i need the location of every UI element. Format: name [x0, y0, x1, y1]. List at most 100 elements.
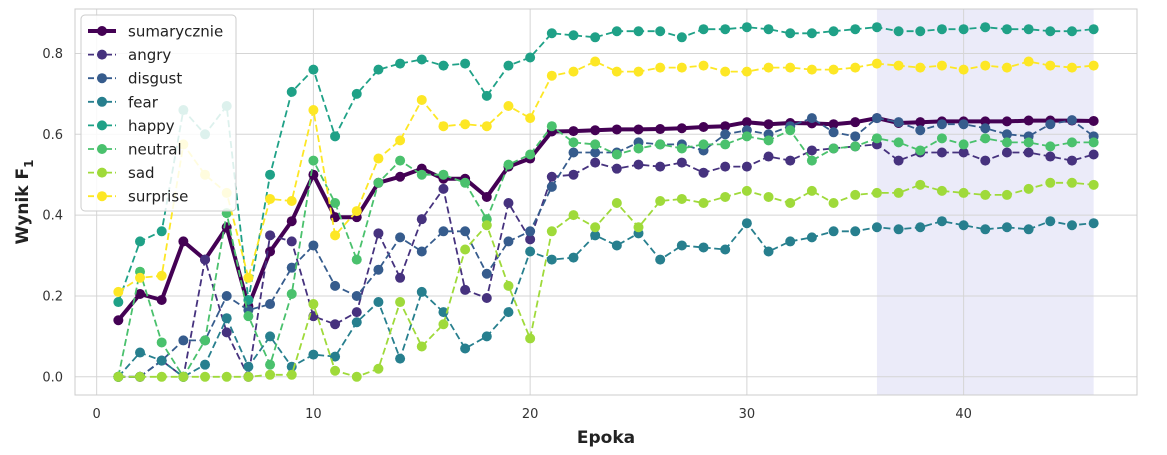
data-point-angry: [1088, 149, 1099, 160]
data-point-disgust: [980, 123, 991, 134]
data-point-sumarycznie: [395, 171, 406, 182]
series-line-neutral: [117, 125, 1094, 378]
data-point-happy: [416, 54, 427, 65]
data-point-fear: [156, 355, 167, 366]
y-axis-title-main: Wynik F: [13, 168, 33, 245]
data-point-neutral: [871, 133, 882, 144]
data-point-fear: [871, 222, 882, 233]
data-point-surprise: [698, 60, 709, 71]
data-point-happy: [763, 24, 774, 35]
data-point-sumarycznie: [568, 126, 579, 137]
data-point-sumarycznie: [611, 124, 622, 135]
legend-item-sad: sad: [88, 164, 155, 182]
data-point-sumarycznie: [113, 315, 124, 326]
data-point-fear: [785, 236, 796, 247]
legend-marker: [97, 26, 107, 36]
data-point-fear: [438, 307, 449, 318]
data-point-sad: [871, 187, 882, 198]
data-point-sad: [200, 371, 211, 382]
data-point-sad: [135, 371, 146, 382]
data-point-sad: [611, 198, 622, 209]
data-point-happy: [676, 32, 687, 43]
data-point-angry: [763, 151, 774, 162]
data-point-happy: [785, 28, 796, 39]
data-point-sad: [113, 371, 124, 382]
data-point-surprise: [395, 135, 406, 146]
data-point-angry: [720, 161, 731, 172]
data-point-sad: [525, 333, 536, 344]
data-point-angry: [373, 228, 384, 239]
data-point-sad: [373, 363, 384, 374]
data-point-fear: [330, 351, 341, 362]
data-point-sad: [741, 185, 752, 196]
data-point-angry: [958, 147, 969, 158]
grid-layer: [75, 9, 1137, 395]
data-point-happy: [113, 297, 124, 308]
data-point-happy: [286, 86, 297, 97]
data-point-angry: [893, 155, 904, 166]
data-point-angry: [503, 198, 514, 209]
legend-marker: [97, 96, 107, 107]
data-point-neutral: [243, 311, 254, 322]
data-point-angry: [741, 161, 752, 172]
data-point-disgust: [308, 240, 319, 251]
data-point-fear: [308, 349, 319, 360]
data-point-sumarycznie: [850, 117, 861, 128]
data-point-happy: [633, 26, 644, 37]
data-point-surprise: [1023, 56, 1034, 67]
data-point-happy: [546, 28, 557, 39]
data-point-sad: [1001, 189, 1012, 200]
data-point-happy: [720, 24, 731, 35]
data-point-surprise: [958, 64, 969, 75]
legend-item-neutral: neutral: [88, 141, 182, 159]
data-point-neutral: [156, 337, 167, 348]
data-point-sad: [1088, 179, 1099, 190]
data-point-happy: [936, 24, 947, 35]
data-point-sumarycznie: [156, 295, 167, 306]
legend-marker: [97, 73, 107, 84]
data-point-sumarycznie: [720, 121, 731, 132]
y-tick-label: 0.4: [42, 209, 63, 224]
data-point-surprise: [720, 66, 731, 77]
data-point-sad: [1045, 177, 1056, 188]
data-point-happy: [330, 131, 341, 142]
data-point-sad: [785, 198, 796, 209]
data-point-surprise: [503, 101, 514, 112]
x-tick-label: 30: [739, 407, 756, 422]
data-point-disgust: [893, 117, 904, 128]
series-line-happy: [117, 26, 1094, 303]
data-point-happy: [308, 64, 319, 75]
data-point-neutral: [1088, 137, 1099, 148]
data-point-neutral: [763, 135, 774, 146]
data-point-happy: [1001, 24, 1012, 35]
data-point-surprise: [308, 105, 319, 116]
data-point-neutral: [980, 133, 991, 144]
data-point-fear: [351, 317, 362, 328]
data-point-neutral: [611, 149, 622, 160]
data-point-sumarycznie: [1023, 115, 1034, 126]
data-point-happy: [871, 22, 882, 33]
data-point-disgust: [871, 113, 882, 124]
data-point-fear: [481, 331, 492, 342]
data-point-neutral: [893, 137, 904, 148]
data-point-fear: [741, 218, 752, 229]
data-point-fear: [200, 359, 211, 370]
data-point-surprise: [351, 206, 362, 217]
data-point-disgust: [481, 268, 492, 279]
data-point-fear: [980, 224, 991, 235]
data-point-disgust: [720, 129, 731, 140]
data-point-fear: [1066, 220, 1077, 231]
data-point-disgust: [178, 335, 189, 346]
data-point-sad: [720, 191, 731, 202]
data-point-fear: [135, 347, 146, 358]
data-point-angry: [1023, 147, 1034, 158]
data-point-surprise: [893, 60, 904, 71]
series-surprise: [113, 56, 1099, 297]
data-point-angry: [1001, 147, 1012, 158]
data-point-disgust: [936, 119, 947, 130]
data-point-fear: [395, 353, 406, 364]
series-line-surprise: [117, 60, 1094, 293]
legend-item-sumarycznie: sumarycznie: [88, 23, 223, 41]
data-point-happy: [1045, 26, 1056, 37]
data-point-surprise: [438, 121, 449, 132]
